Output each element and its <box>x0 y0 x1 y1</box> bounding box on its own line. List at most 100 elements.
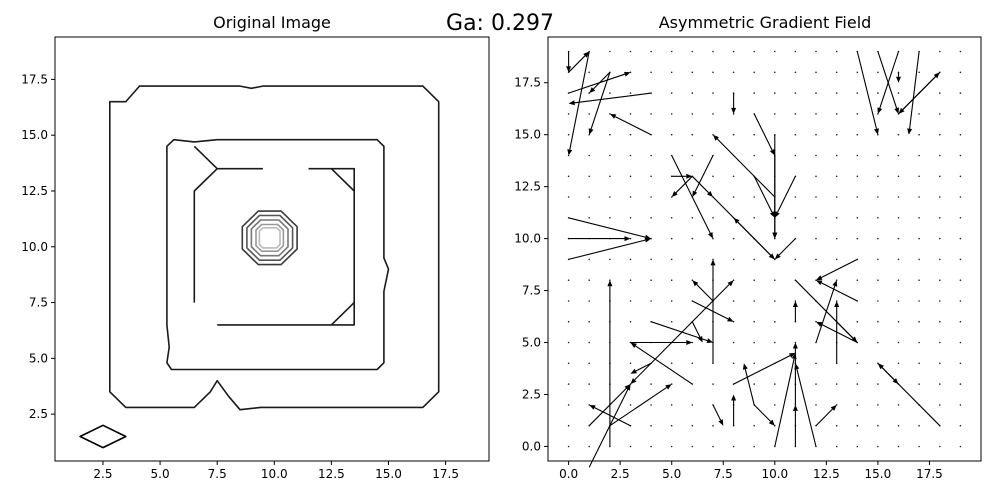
grid-dot <box>629 445 632 448</box>
grid-dot <box>856 362 859 365</box>
grid-dot <box>794 71 797 74</box>
grid-dot <box>588 362 590 365</box>
original-image-ticks: 2.5 5.0 7.5 10.0 12.5 15.0 17.5 2.5 5.0 7.5 10.0 12… <box>21 72 459 481</box>
arrow-head <box>792 301 798 307</box>
gradient-arrow <box>568 71 631 94</box>
grid-dot <box>732 71 735 74</box>
grid-dot <box>567 341 570 344</box>
grid-dot <box>650 383 652 385</box>
arrow-shaft <box>815 408 833 427</box>
arrow-shaft <box>696 284 714 302</box>
grid-dot <box>939 196 941 198</box>
gradient-arrow <box>568 92 652 106</box>
arrow-head <box>874 128 879 135</box>
arrow-shaft <box>588 389 629 468</box>
grid-dot <box>815 71 817 74</box>
grid-dot <box>753 258 755 261</box>
gradient-arrow <box>896 72 901 83</box>
gradient-arrow <box>630 362 652 374</box>
gradient-field-x-tick-label: 5.0 <box>662 467 681 481</box>
grid-dot <box>732 341 735 344</box>
original-image-y-tick-label: 2.5 <box>29 407 48 421</box>
original-image-y-tick-label: 7.5 <box>29 296 48 310</box>
grid-dot <box>959 320 962 323</box>
grid-dot <box>588 196 590 198</box>
grid-dot <box>732 445 735 448</box>
arrow-shaft <box>671 155 711 234</box>
arrow-head <box>588 128 594 135</box>
grid-dot <box>629 279 632 282</box>
contour-center-ring-3 <box>250 219 289 257</box>
original-image-x-tick-label: 12.5 <box>318 467 345 481</box>
grid-dot <box>794 154 797 157</box>
grid-dot <box>691 424 694 427</box>
contour-center-ring-2 <box>246 214 294 262</box>
grid-dot <box>897 320 900 323</box>
gradient-arrow <box>907 51 920 135</box>
gradient-arrow <box>671 155 713 239</box>
arrow-head <box>727 280 734 287</box>
grid-dot <box>835 113 838 115</box>
arrow-head <box>692 190 698 197</box>
grid-dot <box>877 237 879 240</box>
grid-dot <box>691 92 694 94</box>
grid-dot <box>959 133 962 136</box>
grid-dot <box>691 71 694 74</box>
arrow-shaft <box>821 323 858 343</box>
arrow-head <box>686 340 693 345</box>
grid-dot <box>650 217 652 219</box>
grid-dot <box>588 445 590 448</box>
arrow-head <box>731 107 737 114</box>
grid-dot <box>815 196 817 198</box>
gradient-field-y-tick-label: 10.0 <box>514 232 541 246</box>
grid-dot <box>670 300 673 302</box>
arrow-head <box>830 404 837 411</box>
gradient-arrow <box>772 155 778 218</box>
grid-dot <box>856 92 859 94</box>
gradient-field-y-tick-label: 5.0 <box>522 336 541 350</box>
arrow-shaft <box>691 321 701 338</box>
grid-dot <box>774 92 776 94</box>
grid-dot <box>959 154 962 157</box>
grid-dot <box>588 154 590 157</box>
grid-dot <box>959 50 962 53</box>
gradient-field-y-tick-label: 17.5 <box>514 76 541 90</box>
grid-dot <box>939 300 941 302</box>
gradient-arrow <box>742 363 755 406</box>
grid-dot <box>650 50 652 53</box>
gradient-arrow <box>816 258 858 281</box>
arrow-shaft <box>568 217 646 238</box>
grid-dot <box>753 71 755 74</box>
grid-dot <box>897 92 900 94</box>
arrow-shaft <box>753 404 771 422</box>
grid-dot <box>588 383 590 385</box>
grid-dot <box>918 237 920 240</box>
grid-dot <box>939 320 941 323</box>
arrow-head <box>624 236 631 242</box>
original-image-x-tick-label: 2.5 <box>93 467 112 481</box>
grid-dot <box>835 424 838 427</box>
grid-dot <box>670 320 673 323</box>
grid-dot <box>815 404 817 406</box>
gradient-arrow <box>774 176 796 218</box>
gradient-arrow <box>774 352 797 447</box>
grid-dot <box>629 175 632 178</box>
gradient-arrow <box>630 340 693 345</box>
grid-dot <box>835 258 838 261</box>
arrow-head <box>774 211 780 218</box>
gradient-field-arrows <box>566 51 941 468</box>
grid-dot <box>670 50 673 53</box>
grid-dot <box>918 362 920 365</box>
gradient-arrow <box>792 301 798 322</box>
grid-dot <box>959 237 962 240</box>
grid-dot <box>753 279 755 282</box>
grid-dot <box>918 71 920 74</box>
grid-dot <box>567 113 570 115</box>
gradient-arrow <box>588 72 611 135</box>
gradient-arrow <box>816 321 858 343</box>
grid-dot <box>670 237 673 240</box>
arrow-head <box>898 107 905 114</box>
grid-dot <box>918 445 920 448</box>
grid-dot <box>753 320 755 323</box>
arrow-head <box>769 149 775 156</box>
